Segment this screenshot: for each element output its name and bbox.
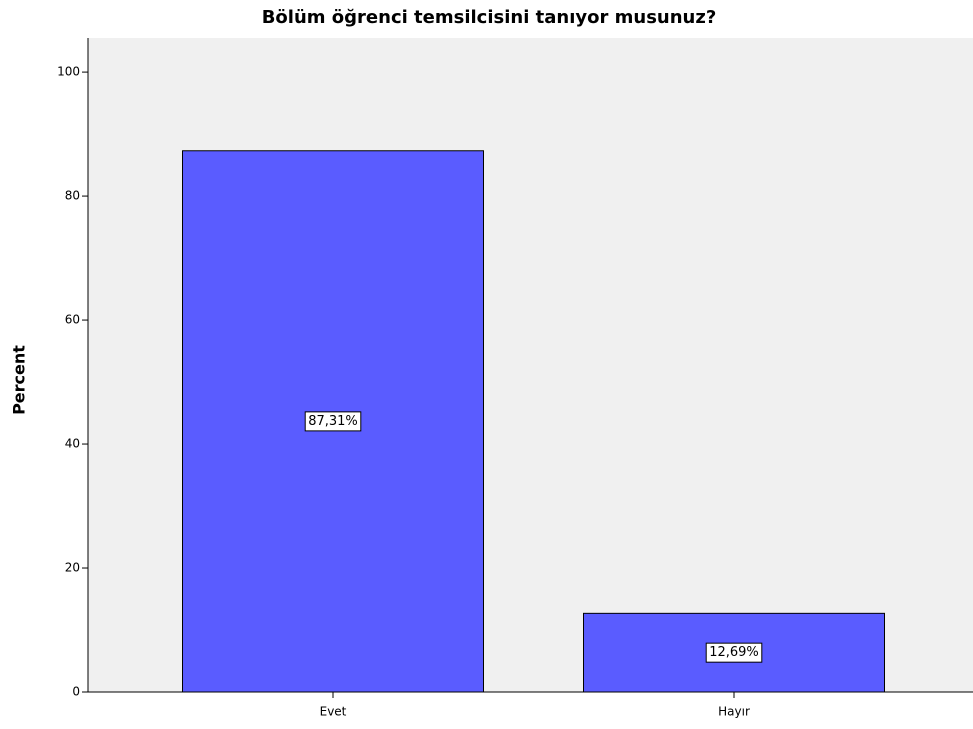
value-label: 12,69% <box>709 645 759 660</box>
y-tick-label: 100 <box>57 65 80 79</box>
value-label-box <box>304 411 362 432</box>
x-tick-label: Evet <box>320 705 347 719</box>
y-tick-label: 40 <box>65 437 80 451</box>
chart-title: Bölüm öğrenci temsilcisini tanıyor musun… <box>262 7 717 28</box>
y-tick-label: 80 <box>65 189 80 203</box>
y-axis-label: Percent <box>10 345 29 415</box>
value-label-box <box>705 642 763 663</box>
value-label: 87,31% <box>308 414 358 429</box>
bar <box>182 150 484 693</box>
y-tick-label: 60 <box>65 313 80 327</box>
y-tick-label: 20 <box>65 561 80 575</box>
y-tick-label: 0 <box>72 685 80 699</box>
x-tick-label: Hayır <box>718 705 750 719</box>
